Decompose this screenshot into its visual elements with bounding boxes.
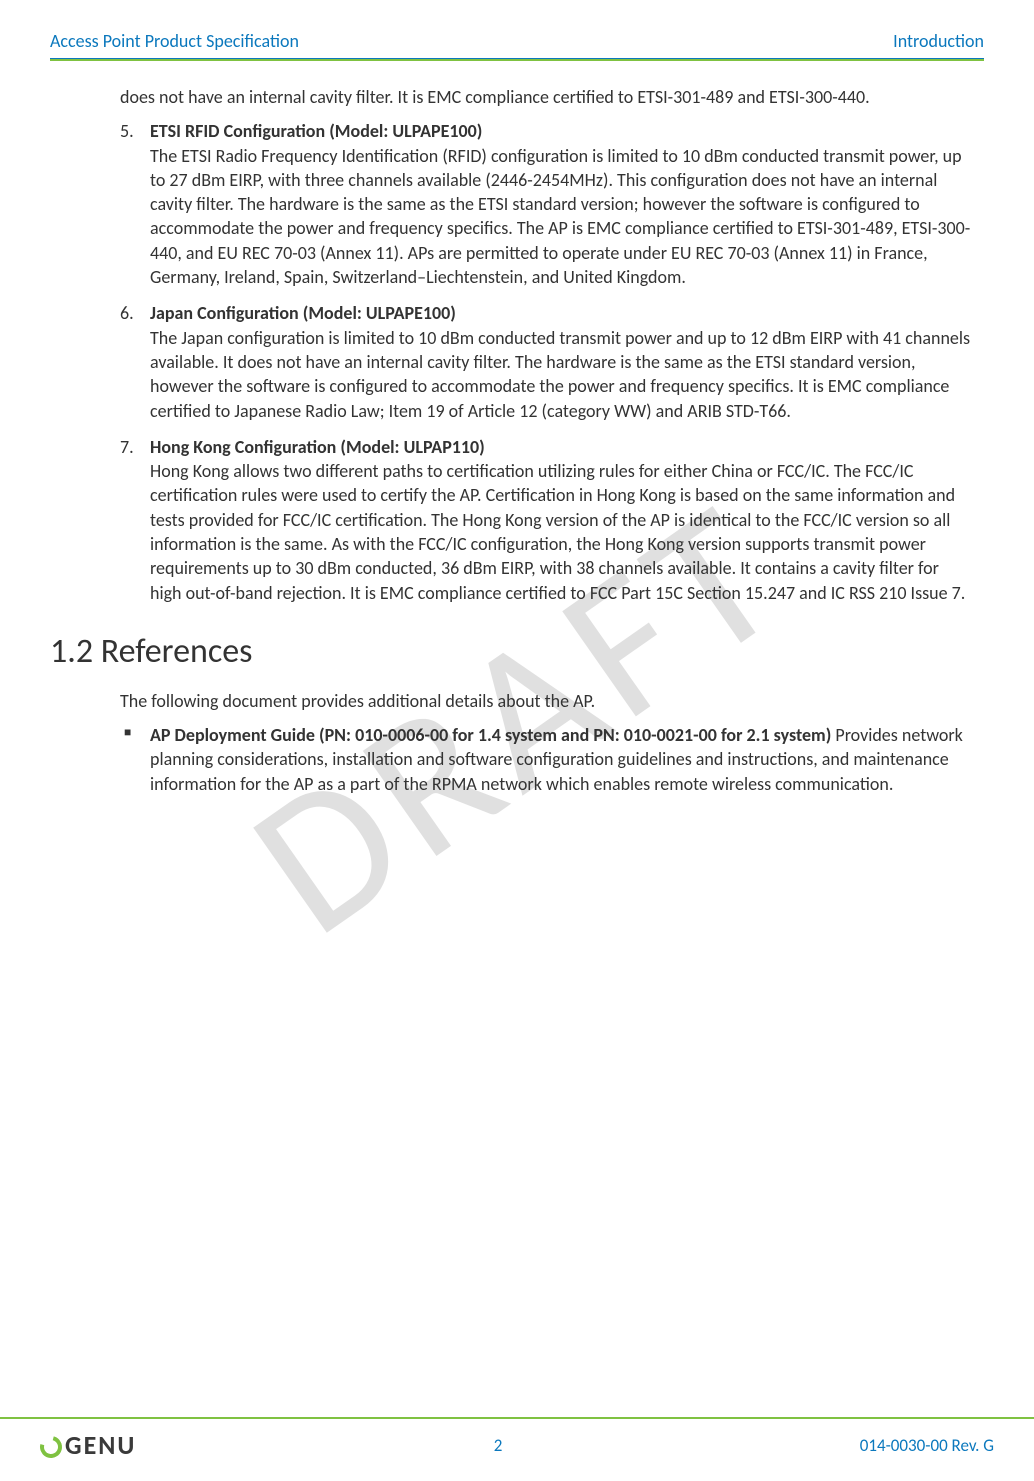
list-item: Hong Kong Configuration (Model: ULPAP110… — [120, 435, 974, 605]
item-title: Japan Configuration (Model: ULPAPE100) — [150, 302, 456, 324]
intro-paragraph: does not have an internal cavity filter.… — [120, 85, 974, 109]
document-revision: 014-0030-00 Rev. G — [860, 1435, 994, 1456]
references-list: AP Deployment Guide (PN: 010-0006-00 for… — [120, 723, 974, 796]
list-item: Japan Configuration (Model: ULPAPE100) T… — [120, 301, 974, 422]
brand-logo: GENU — [40, 1429, 136, 1461]
section-heading-references: 1.2 References — [50, 629, 974, 675]
logo-mark-icon — [36, 1432, 66, 1462]
item-body: The ETSI Radio Frequency Identification … — [150, 145, 970, 288]
list-item: ETSI RFID Configuration (Model: ULPAPE10… — [120, 119, 974, 289]
reference-title: AP Deployment Guide (PN: 010-0006-00 for… — [150, 724, 831, 746]
item-body: Hong Kong allows two different paths to … — [150, 460, 965, 603]
page-footer: GENU 2 014-0030-00 Rev. G — [40, 1429, 994, 1481]
footer-rule — [0, 1417, 1034, 1419]
main-content: does not have an internal cavity filter.… — [50, 85, 984, 1417]
list-item: AP Deployment Guide (PN: 010-0006-00 for… — [150, 723, 974, 796]
item-title: Hong Kong Configuration (Model: ULPAP110… — [150, 436, 485, 458]
item-body: The Japan configuration is limited to 10… — [150, 327, 970, 422]
page-number: 2 — [494, 1435, 503, 1456]
header-left: Access Point Product Specification — [50, 30, 299, 52]
configuration-list: ETSI RFID Configuration (Model: ULPAPE10… — [120, 119, 974, 605]
header-rule — [50, 58, 984, 61]
header-right: Introduction — [893, 30, 984, 52]
page-header: Access Point Product Specification Intro… — [50, 30, 984, 58]
section-intro: The following document provides addition… — [120, 689, 974, 713]
logo-text: GENU — [65, 1429, 136, 1461]
item-title: ETSI RFID Configuration (Model: ULPAPE10… — [150, 120, 482, 142]
